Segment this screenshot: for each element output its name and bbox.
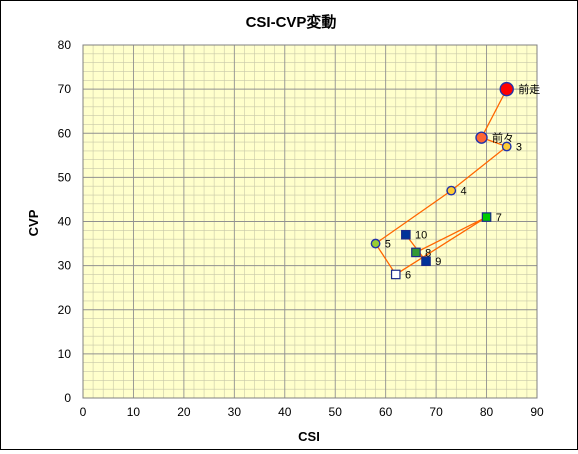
x-tick-label: 20: [177, 405, 191, 419]
data-point-7: [481, 212, 492, 222]
x-tick-label: 90: [530, 405, 544, 419]
y-tick-label: 50: [58, 170, 72, 184]
x-tick-label: 60: [379, 405, 393, 419]
data-point-4: [446, 185, 457, 196]
x-tick-label: 50: [329, 405, 343, 419]
data-label-7: 7: [496, 212, 502, 224]
y-tick-label: 40: [58, 215, 72, 229]
plot-area: 0 10 20 30 40 50 60 70 80 90 0 10 20 30 40 50 60 70 80 前走前々…: [58, 38, 544, 419]
x-tick-label: 30: [228, 405, 242, 419]
data-point-9: [421, 256, 431, 267]
chart-title: CSI-CVP変動: [246, 13, 337, 31]
data-label-10: 10: [415, 230, 427, 242]
plot-border: [82, 44, 538, 399]
x-tick-label: 0: [80, 405, 87, 419]
x-tick-label: 80: [480, 405, 494, 419]
y-tick-label: 70: [58, 82, 72, 96]
x-tick-label: 10: [127, 405, 141, 419]
x-tick-label: 40: [278, 405, 292, 419]
data-point-10: [401, 229, 411, 240]
data-point-1: [499, 81, 514, 97]
y-axis-title: CVP: [26, 209, 41, 236]
data-point-2: [475, 131, 488, 144]
x-axis-title: CSI: [298, 429, 320, 444]
data-point-8: [411, 247, 421, 258]
data-label-6: 6: [405, 269, 411, 281]
data-label-1: 前走: [518, 82, 540, 96]
y-tick-label: 80: [58, 38, 72, 52]
data-label-3: 3: [516, 141, 522, 153]
data-point-3: [501, 141, 512, 152]
data-label-9: 9: [435, 256, 441, 268]
y-tick-label: 0: [64, 391, 71, 405]
y-tick-label: 60: [58, 126, 72, 140]
data-label-8: 8: [425, 247, 431, 259]
data-label-5: 5: [385, 239, 391, 251]
series-line: [374, 88, 509, 276]
data-label-2: 前々: [492, 131, 514, 145]
data-label-4: 4: [460, 186, 466, 198]
data-point-6: [390, 269, 401, 280]
y-tick-label: 30: [58, 259, 72, 273]
y-tick-label: 10: [58, 347, 72, 361]
data-point-5: [370, 238, 381, 249]
y-tick-label: 20: [58, 303, 72, 317]
x-tick-label: 70: [429, 405, 443, 419]
